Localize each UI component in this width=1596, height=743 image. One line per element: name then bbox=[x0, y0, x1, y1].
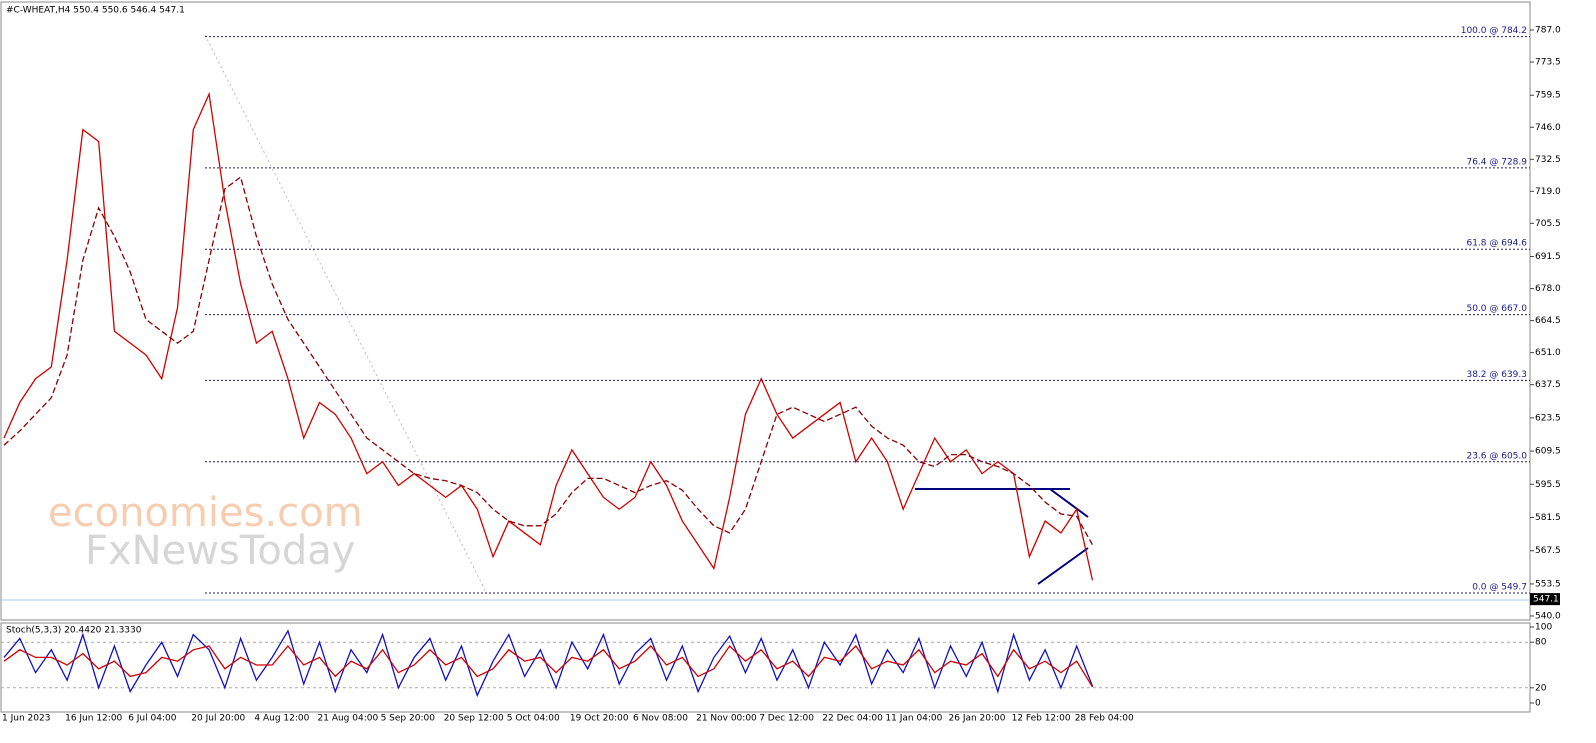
y-tick-label: 80 bbox=[1535, 638, 1547, 648]
series-line bbox=[3, 629, 1094, 698]
y-tick-label: 773.5 bbox=[1535, 58, 1561, 68]
y-tick-label: 609.5 bbox=[1535, 447, 1561, 457]
x-tick-label: 6 Jul 04:00 bbox=[128, 714, 177, 724]
fib-label: 50.0 @ 667.0 bbox=[1466, 304, 1527, 314]
y-tick-label: 719.0 bbox=[1535, 187, 1561, 197]
y-tick-label: 746.0 bbox=[1535, 123, 1561, 133]
x-tick-label: 11 Jan 04:00 bbox=[885, 714, 942, 724]
x-tick-label: 22 Dec 04:00 bbox=[822, 714, 883, 724]
x-tick-label: 20 Sep 12:00 bbox=[444, 714, 504, 724]
fib-label: 38.2 @ 639.3 bbox=[1466, 370, 1527, 380]
y-tick-label: 623.5 bbox=[1535, 413, 1561, 423]
y-tick-label: 732.5 bbox=[1535, 155, 1561, 165]
y-tick-label: 595.5 bbox=[1535, 480, 1561, 490]
y-tick-label: 0 bbox=[1535, 699, 1541, 709]
y-tick-label: 567.5 bbox=[1535, 546, 1561, 556]
series-line bbox=[3, 644, 1094, 688]
x-tick-label: 1 Jun 2023 bbox=[2, 714, 50, 724]
price-label: 547.1 bbox=[1533, 595, 1559, 605]
fib-label: 23.6 @ 605.0 bbox=[1466, 451, 1527, 461]
y-tick-label: 705.5 bbox=[1535, 219, 1561, 229]
triangle-line bbox=[1037, 547, 1089, 585]
x-tick-label: 4 Aug 12:00 bbox=[254, 714, 309, 724]
y-tick-label: 20 bbox=[1535, 683, 1547, 693]
y-tick-label: 691.5 bbox=[1535, 252, 1561, 262]
fib-label: 61.8 @ 694.6 bbox=[1466, 239, 1527, 249]
price-box bbox=[1530, 593, 1560, 606]
x-tick-label: 7 Dec 12:00 bbox=[759, 714, 814, 724]
fib-label: 76.4 @ 728.9 bbox=[1466, 157, 1527, 167]
fib-label: 100.0 @ 784.2 bbox=[1461, 26, 1527, 36]
x-tick-label: 19 Oct 20:00 bbox=[570, 714, 629, 724]
fib-trend bbox=[204, 34, 488, 595]
watermark: economies.com bbox=[48, 490, 363, 536]
x-tick-label: 21 Aug 04:00 bbox=[318, 714, 379, 724]
main-panel bbox=[0, 1, 1531, 621]
y-tick-label: 787.0 bbox=[1535, 25, 1561, 35]
y-tick-label: 581.5 bbox=[1535, 513, 1561, 523]
x-tick-label: 12 Feb 12:00 bbox=[1012, 714, 1071, 724]
x-tick-label: 26 Jan 20:00 bbox=[949, 714, 1006, 724]
y-tick-label: 540.0 bbox=[1535, 611, 1561, 621]
y-tick-label: 759.5 bbox=[1535, 91, 1561, 101]
x-tick-label: 20 Jul 20:00 bbox=[191, 714, 245, 724]
stoch-title: Stoch(5,3,3) 20.4420 21.3330 bbox=[6, 626, 142, 636]
y-tick-label: 664.5 bbox=[1535, 316, 1561, 326]
x-tick-label: 5 Oct 04:00 bbox=[507, 714, 560, 724]
y-tick-label: 651.0 bbox=[1535, 348, 1561, 358]
fib-label: 0.0 @ 549.7 bbox=[1472, 582, 1527, 592]
x-tick-label: 16 Jun 12:00 bbox=[65, 714, 122, 724]
y-tick-label: 637.5 bbox=[1535, 380, 1561, 390]
x-tick-label: 5 Sep 20:00 bbox=[381, 714, 436, 724]
chart-title: #C-WHEAT,H4 550.4 550.6 546.4 547.1 bbox=[6, 6, 185, 16]
x-tick-label: 28 Feb 04:00 bbox=[1075, 714, 1134, 724]
triangle-line bbox=[1049, 488, 1089, 518]
series-line bbox=[3, 175, 1094, 546]
y-tick-label: 100 bbox=[1535, 623, 1552, 633]
y-tick-label: 678.0 bbox=[1535, 284, 1561, 294]
stoch-panel bbox=[0, 622, 1531, 713]
x-tick-label: 21 Nov 00:00 bbox=[696, 714, 757, 724]
series-line bbox=[3, 91, 1094, 581]
watermark: FxNewsToday bbox=[85, 528, 355, 574]
y-tick-label: 553.5 bbox=[1535, 579, 1561, 589]
x-tick-label: 6 Nov 08:00 bbox=[633, 714, 688, 724]
